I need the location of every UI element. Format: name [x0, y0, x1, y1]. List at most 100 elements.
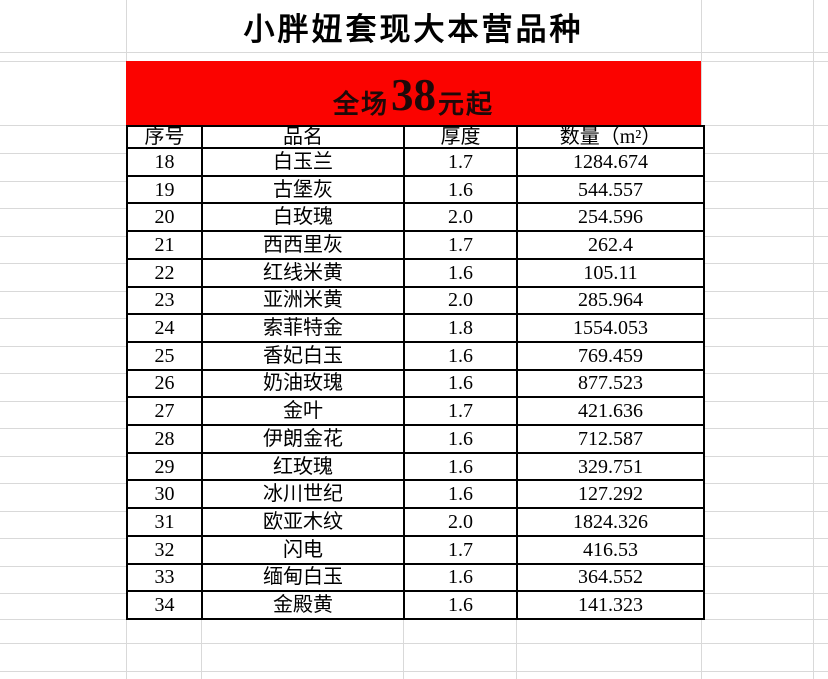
- cell-quantity[interactable]: 105.11: [516, 257, 705, 288]
- cell-index[interactable]: 33: [126, 562, 203, 593]
- cell-index[interactable]: 21: [126, 230, 203, 260]
- cell-index[interactable]: 24: [126, 313, 203, 343]
- col-header-quantity[interactable]: 数量（m²）: [516, 125, 705, 149]
- cell-name[interactable]: 奶油玫瑰: [201, 368, 405, 399]
- table-row[interactable]: 33 缅甸白玉 1.6 364.552: [126, 562, 705, 593]
- cell-quantity[interactable]: 769.459: [516, 340, 705, 371]
- cell-index[interactable]: 19: [126, 174, 203, 205]
- cell-quantity[interactable]: 544.557: [516, 174, 705, 205]
- cell-thickness[interactable]: 1.7: [403, 230, 518, 260]
- table-row[interactable]: 20 白玫瑰 2.0 254.596: [126, 202, 705, 233]
- cell-name[interactable]: 金殿黄: [201, 590, 405, 620]
- cell-name[interactable]: 伊朗金花: [201, 424, 405, 454]
- col-header-index[interactable]: 序号: [126, 125, 203, 149]
- promo-banner: 全场 38 元起: [126, 61, 701, 125]
- cell-name[interactable]: 西西里灰: [201, 230, 405, 260]
- gridline: [0, 643, 828, 644]
- cell-quantity[interactable]: 416.53: [516, 534, 705, 565]
- cell-quantity[interactable]: 254.596: [516, 202, 705, 233]
- cell-thickness[interactable]: 1.7: [403, 147, 518, 177]
- cell-quantity[interactable]: 877.523: [516, 368, 705, 399]
- table-header-row: 序号 品名 厚度 数量（m²）: [126, 125, 705, 149]
- cell-index[interactable]: 28: [126, 424, 203, 454]
- page-title: 小胖妞套现大本营品种: [243, 11, 584, 47]
- table-row[interactable]: 29 红玫瑰 1.6 329.751: [126, 451, 705, 482]
- cell-quantity[interactable]: 421.636: [516, 396, 705, 427]
- cell-index[interactable]: 31: [126, 507, 203, 537]
- cell-thickness[interactable]: 1.6: [403, 368, 518, 399]
- cell-quantity[interactable]: 262.4: [516, 230, 705, 260]
- cell-index[interactable]: 22: [126, 257, 203, 288]
- cell-name[interactable]: 白玫瑰: [201, 202, 405, 233]
- cell-quantity[interactable]: 141.323: [516, 590, 705, 620]
- cell-quantity[interactable]: 285.964: [516, 285, 705, 316]
- gridline: [403, 619, 404, 679]
- promo-price: 38: [391, 70, 436, 120]
- cell-name[interactable]: 索菲特金: [201, 313, 405, 343]
- cell-index[interactable]: 34: [126, 590, 203, 620]
- gridline: [813, 0, 814, 679]
- table-row[interactable]: 22 红线米黄 1.6 105.11: [126, 257, 705, 288]
- cell-thickness[interactable]: 1.6: [403, 424, 518, 454]
- cell-thickness[interactable]: 1.6: [403, 562, 518, 593]
- cell-index[interactable]: 25: [126, 340, 203, 371]
- table-row[interactable]: 18 白玉兰 1.7 1284.674: [126, 147, 705, 177]
- promo-prefix: 全场: [332, 90, 389, 119]
- cell-thickness[interactable]: 1.7: [403, 396, 518, 427]
- col-header-name[interactable]: 品名: [201, 125, 405, 149]
- cell-index[interactable]: 23: [126, 285, 203, 316]
- table-row[interactable]: 21 西西里灰 1.7 262.4: [126, 230, 705, 260]
- cell-name[interactable]: 亚洲米黄: [201, 285, 405, 316]
- table-row[interactable]: 32 闪电 1.7 416.53: [126, 534, 705, 565]
- table-row[interactable]: 23 亚洲米黄 2.0 285.964: [126, 285, 705, 316]
- cell-name[interactable]: 缅甸白玉: [201, 562, 405, 593]
- gridline: [201, 619, 202, 679]
- cell-thickness[interactable]: 2.0: [403, 285, 518, 316]
- cell-name[interactable]: 闪电: [201, 534, 405, 565]
- gridline: [516, 619, 517, 679]
- col-header-thickness[interactable]: 厚度: [403, 125, 518, 149]
- cell-thickness[interactable]: 1.6: [403, 174, 518, 205]
- cell-index[interactable]: 30: [126, 479, 203, 510]
- cell-name[interactable]: 白玉兰: [201, 147, 405, 177]
- cell-quantity[interactable]: 329.751: [516, 451, 705, 482]
- cell-thickness[interactable]: 2.0: [403, 507, 518, 537]
- cell-name[interactable]: 香妃白玉: [201, 340, 405, 371]
- cell-quantity[interactable]: 364.552: [516, 562, 705, 593]
- table-row[interactable]: 19 古堡灰 1.6 544.557: [126, 174, 705, 205]
- cell-quantity[interactable]: 1554.053: [516, 313, 705, 343]
- cell-name[interactable]: 金叶: [201, 396, 405, 427]
- cell-index[interactable]: 26: [126, 368, 203, 399]
- table-row[interactable]: 31 欧亚木纹 2.0 1824.326: [126, 507, 705, 537]
- cell-thickness[interactable]: 1.6: [403, 340, 518, 371]
- cell-index[interactable]: 27: [126, 396, 203, 427]
- cell-thickness[interactable]: 1.7: [403, 534, 518, 565]
- table-row[interactable]: 30 冰川世纪 1.6 127.292: [126, 479, 705, 510]
- cell-name[interactable]: 冰川世纪: [201, 479, 405, 510]
- table-row[interactable]: 26 奶油玫瑰 1.6 877.523: [126, 368, 705, 399]
- cell-name[interactable]: 红线米黄: [201, 257, 405, 288]
- cell-thickness[interactable]: 1.6: [403, 590, 518, 620]
- cell-index[interactable]: 29: [126, 451, 203, 482]
- table-row[interactable]: 34 金殿黄 1.6 141.323: [126, 590, 705, 620]
- table-row[interactable]: 27 金叶 1.7 421.636: [126, 396, 705, 427]
- table-row[interactable]: 28 伊朗金花 1.6 712.587: [126, 424, 705, 454]
- cell-index[interactable]: 32: [126, 534, 203, 565]
- cell-thickness[interactable]: 1.6: [403, 451, 518, 482]
- cell-index[interactable]: 20: [126, 202, 203, 233]
- cell-thickness[interactable]: 1.8: [403, 313, 518, 343]
- table-row[interactable]: 24 索菲特金 1.8 1554.053: [126, 313, 705, 343]
- cell-index[interactable]: 18: [126, 147, 203, 177]
- cell-thickness[interactable]: 2.0: [403, 202, 518, 233]
- cell-name[interactable]: 欧亚木纹: [201, 507, 405, 537]
- cell-quantity[interactable]: 1824.326: [516, 507, 705, 537]
- cell-name[interactable]: 古堡灰: [201, 174, 405, 205]
- cell-thickness[interactable]: 1.6: [403, 257, 518, 288]
- cell-quantity[interactable]: 127.292: [516, 479, 705, 510]
- cell-name[interactable]: 红玫瑰: [201, 451, 405, 482]
- cell-quantity[interactable]: 712.587: [516, 424, 705, 454]
- cell-quantity[interactable]: 1284.674: [516, 147, 705, 177]
- table-row[interactable]: 25 香妃白玉 1.6 769.459: [126, 340, 705, 371]
- cell-thickness[interactable]: 1.6: [403, 479, 518, 510]
